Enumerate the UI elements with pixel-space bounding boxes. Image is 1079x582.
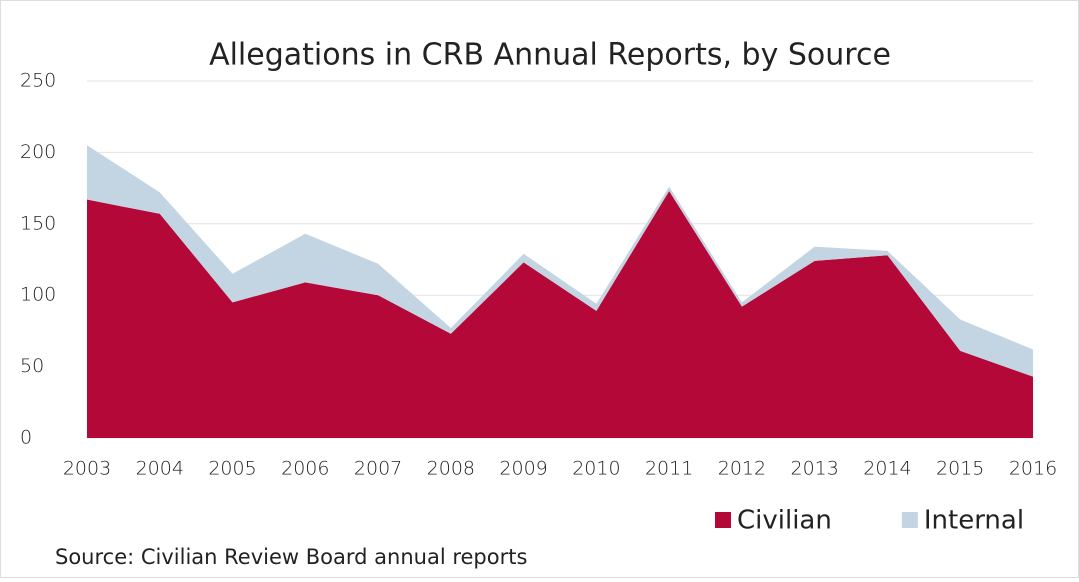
legend-swatch — [901, 512, 918, 528]
legend-swatch — [715, 512, 731, 528]
y-tick-label: 50 — [20, 355, 44, 377]
source-note: Source: Civilian Review Board annual rep… — [55, 545, 527, 569]
x-tick-label: 2013 — [791, 458, 839, 480]
x-tick-label: 2004 — [136, 458, 184, 480]
y-tick-label: 100 — [20, 284, 56, 306]
x-tick-label: 2014 — [863, 458, 911, 480]
x-tick-label: 2010 — [572, 458, 620, 480]
x-tick-label: 2012 — [718, 458, 766, 480]
legend-label: Civilian — [737, 506, 832, 536]
x-tick-label: 2016 — [1009, 458, 1057, 480]
y-tick-label: 250 — [20, 70, 56, 92]
x-tick-label: 2008 — [427, 458, 475, 480]
x-tick-label: 2015 — [936, 458, 984, 480]
y-tick-label: 150 — [20, 212, 56, 234]
y-tick-label: 200 — [20, 141, 56, 163]
x-tick-label: 2006 — [281, 458, 329, 480]
x-tick-label: 2011 — [645, 458, 693, 480]
chart-title: Allegations in CRB Annual Reports, by So… — [209, 38, 891, 73]
area — [87, 190, 1033, 438]
x-tick-label: 2007 — [354, 458, 402, 480]
x-tick-label: 2003 — [63, 458, 111, 480]
x-tick-label: 2009 — [499, 458, 547, 480]
x-tick-label: 2005 — [208, 458, 256, 480]
y-tick-label: 0 — [20, 427, 32, 449]
legend-label: Internal — [924, 506, 1024, 536]
area — [87, 145, 1033, 377]
